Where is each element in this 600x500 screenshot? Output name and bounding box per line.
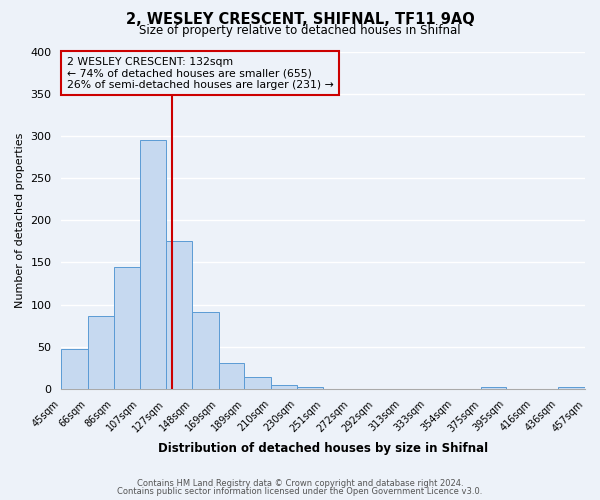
Bar xyxy=(113,266,140,389)
Bar xyxy=(244,377,271,389)
Bar xyxy=(271,384,296,389)
Bar xyxy=(481,388,506,389)
X-axis label: Distribution of detached houses by size in Shifnal: Distribution of detached houses by size … xyxy=(158,442,488,455)
Text: 2 WESLEY CRESCENT: 132sqm
← 74% of detached houses are smaller (655)
26% of semi: 2 WESLEY CRESCENT: 132sqm ← 74% of detac… xyxy=(67,56,334,90)
Text: 2, WESLEY CRESCENT, SHIFNAL, TF11 9AQ: 2, WESLEY CRESCENT, SHIFNAL, TF11 9AQ xyxy=(125,12,475,28)
Bar xyxy=(88,316,113,389)
Bar xyxy=(140,140,166,389)
Bar xyxy=(559,388,585,389)
Bar xyxy=(193,312,219,389)
Bar xyxy=(219,363,244,389)
Y-axis label: Number of detached properties: Number of detached properties xyxy=(15,132,25,308)
Bar xyxy=(296,388,323,389)
Bar xyxy=(61,350,88,389)
Text: Contains public sector information licensed under the Open Government Licence v3: Contains public sector information licen… xyxy=(118,487,482,496)
Text: Contains HM Land Registry data © Crown copyright and database right 2024.: Contains HM Land Registry data © Crown c… xyxy=(137,478,463,488)
Bar xyxy=(166,242,193,389)
Text: Size of property relative to detached houses in Shifnal: Size of property relative to detached ho… xyxy=(139,24,461,37)
